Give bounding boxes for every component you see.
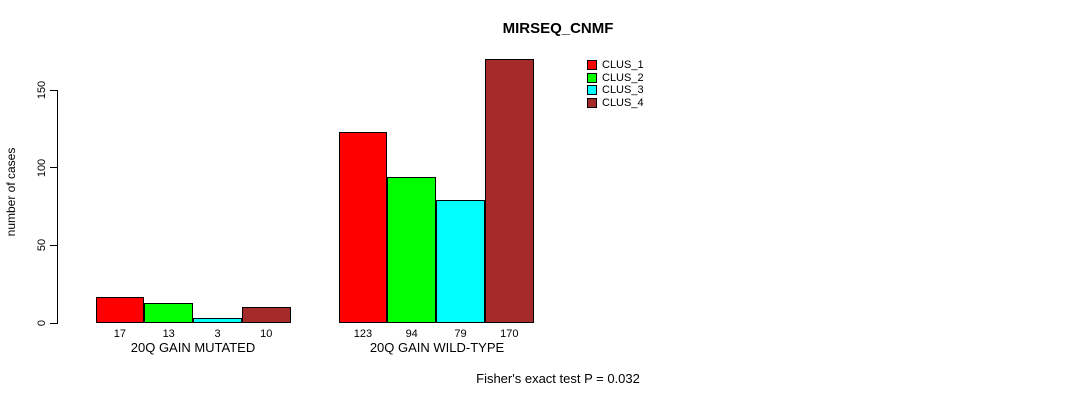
bar-clus_2-group1	[144, 303, 193, 323]
legend-swatch-clus2-icon	[587, 72, 597, 83]
legend-label-clus3: CLUS_3	[602, 84, 644, 97]
legend: CLUS_1 CLUS_2 CLUS_3 CLUS_4	[587, 60, 644, 110]
legend-swatch-clus1-icon	[587, 60, 597, 70]
chart-title: MIRSEQ_CNMF	[502, 20, 614, 37]
legend-row-clus3: CLUS_3	[587, 84, 644, 97]
legend-label-clus1: CLUS_1	[602, 59, 644, 71]
group-label-wild-type: 20Q GAIN WILD-TYPE	[369, 340, 505, 355]
y-axis-line	[57, 90, 58, 324]
y-tick-mark-50	[50, 244, 57, 246]
legend-row-clus1: CLUS_1	[587, 59, 644, 71]
y-tick-label-0: 0	[36, 319, 48, 327]
bar-value-label-clus_4-group2: 170	[500, 328, 519, 340]
bar-value-label-clus_2-group2: 94	[405, 328, 418, 340]
bar-clus_1-group2	[339, 132, 387, 323]
bar-value-label-clus_1-group1: 17	[113, 328, 127, 340]
bar-clus_2-group2	[387, 177, 436, 323]
y-tick-label-100: 100	[36, 158, 48, 177]
legend-swatch-clus3-icon	[587, 85, 597, 96]
group-label-mutated: 20Q GAIN MUTATED	[130, 340, 256, 355]
legend-swatch-clus4-icon	[587, 97, 597, 108]
y-axis-label: number of cases	[4, 147, 18, 237]
legend-label-clus4: CLUS_4	[602, 96, 644, 109]
legend-row-clus2: CLUS_2	[587, 71, 644, 84]
y-tick-mark-100	[50, 167, 57, 169]
bar-value-label-clus_3-group1: 3	[214, 328, 221, 340]
bar-clus_4-group2	[485, 59, 534, 323]
bar-clus_1-group1	[96, 297, 144, 323]
y-tick-label-150: 150	[36, 80, 48, 100]
bar-clus_3-group1	[193, 318, 242, 323]
bar-clus_3-group2	[436, 200, 485, 323]
bar-clus_4-group1	[242, 307, 291, 323]
bar-value-label-clus_4-group1: 10	[260, 328, 273, 340]
bar-value-label-clus_1-group2: 123	[353, 328, 373, 340]
y-tick-mark-0	[50, 322, 57, 324]
bar-value-label-clus_3-group2: 79	[454, 328, 467, 340]
y-tick-label-50: 50	[36, 239, 48, 252]
legend-label-clus2: CLUS_2	[602, 71, 644, 84]
bar-value-label-clus_2-group1: 13	[162, 328, 175, 340]
annotation-text: Fisher's exact test P = 0.032	[476, 371, 640, 386]
legend-row-clus4: CLUS_4	[587, 96, 644, 109]
y-tick-mark-150	[50, 89, 57, 91]
